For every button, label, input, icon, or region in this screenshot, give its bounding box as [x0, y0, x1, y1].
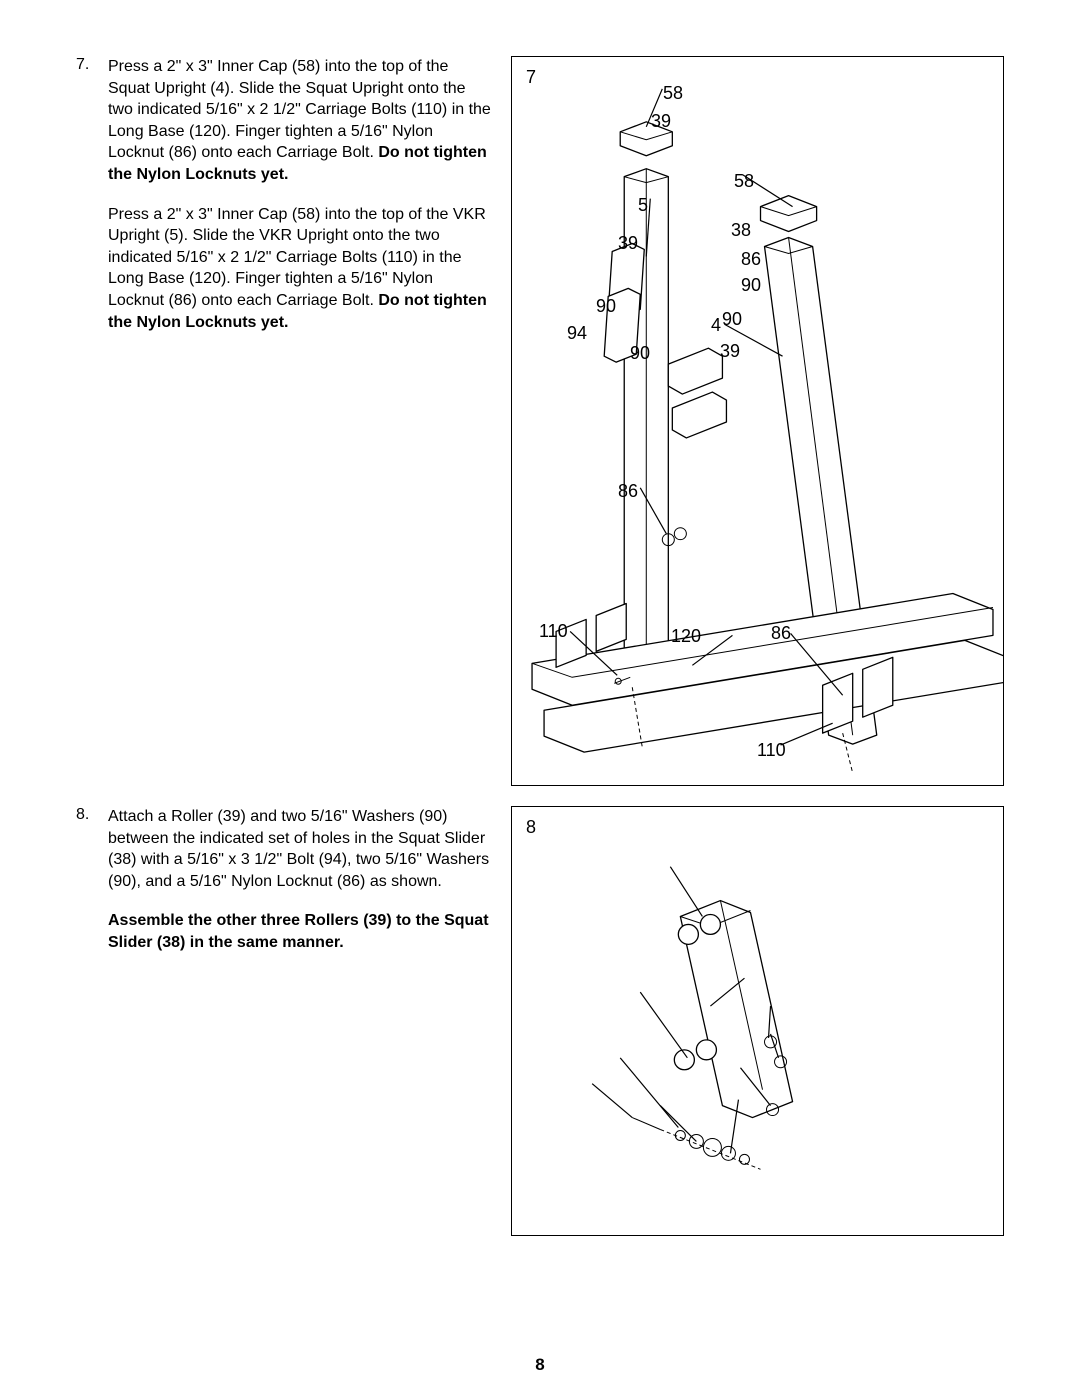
callout-label: 90: [722, 309, 742, 330]
callout-label: 86: [771, 623, 791, 644]
step-number: 7.: [76, 56, 108, 351]
page: 7. Press a 2" x 3" Inner Cap (58) into t…: [0, 0, 1080, 1397]
callout-label: 86: [618, 481, 638, 502]
diagram-8-svg: [512, 807, 1003, 1235]
callout-label: 38: [731, 220, 751, 241]
bold-text: Assemble the other three Rollers (39) to…: [108, 912, 489, 951]
callout-label: 90: [630, 343, 650, 364]
callout-label: 39: [651, 111, 671, 132]
body-text: Attach a Roller (39) and two 5/16" Washe…: [108, 808, 489, 890]
diagram-7: 7: [511, 56, 1004, 786]
callout-label: 90: [596, 296, 616, 317]
callout-label: 94: [567, 323, 587, 344]
diagram-8: 8: [511, 806, 1004, 1236]
callout-label: 110: [539, 621, 568, 642]
callout-label: 110: [757, 740, 786, 761]
callout-label: 86: [741, 249, 761, 270]
callout-label: 4: [711, 315, 721, 336]
row-step-8: 8. Attach a Roller (39) and two 5/16" Wa…: [76, 806, 1004, 1236]
callout-label: 5: [638, 195, 648, 216]
page-number: 8: [0, 1355, 1080, 1375]
row-step-7: 7. Press a 2" x 3" Inner Cap (58) into t…: [76, 56, 1004, 786]
step-body: Press a 2" x 3" Inner Cap (58) into the …: [108, 56, 491, 351]
text-step-7: 7. Press a 2" x 3" Inner Cap (58) into t…: [76, 56, 491, 786]
step-7: 7. Press a 2" x 3" Inner Cap (58) into t…: [76, 56, 491, 351]
callout-label: 120: [671, 626, 701, 647]
diagram-7-svg: [512, 57, 1003, 785]
callout-label: 39: [720, 341, 740, 362]
callout-label: 39: [618, 233, 638, 254]
step-8: 8. Attach a Roller (39) and two 5/16" Wa…: [76, 806, 491, 972]
callout-label: 90: [741, 275, 761, 296]
text-step-8: 8. Attach a Roller (39) and two 5/16" Wa…: [76, 806, 491, 1236]
step-number: 8.: [76, 806, 108, 972]
callout-label: 58: [734, 171, 754, 192]
step-body: Attach a Roller (39) and two 5/16" Washe…: [108, 806, 491, 972]
callout-label: 58: [663, 83, 683, 104]
